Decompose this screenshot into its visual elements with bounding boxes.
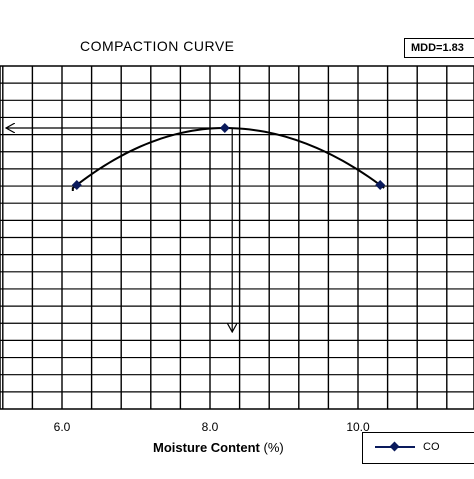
x-axis-label-text: Moisture Content: [153, 440, 260, 455]
x-tick-label: 8.0: [202, 420, 219, 434]
data-point: [71, 180, 82, 190]
series-layer: [71, 123, 386, 191]
x-axis-label-unit: (%): [263, 440, 284, 455]
chart-title: COMPACTION CURVE: [80, 38, 235, 54]
data-point: [219, 123, 230, 133]
legend: CO: [362, 432, 474, 464]
x-tick-label: 10.0: [346, 420, 370, 434]
mdd-label-box: MDD=1.83: [404, 38, 474, 58]
tick-labels: 6.0 8.0 10.0: [54, 420, 370, 434]
data-point: [375, 180, 386, 190]
mdd-label: MDD=1.83: [411, 42, 464, 54]
series-line: [71, 127, 385, 191]
x-axis-label: Moisture Content (%): [153, 440, 284, 455]
legend-marker-swatch: [389, 441, 400, 452]
legend-series-name: CO: [423, 441, 440, 453]
annotation-arrows: [6, 128, 232, 332]
plot-grid: [0, 65, 474, 410]
x-tick-label: 6.0: [54, 420, 71, 434]
plot-frame: [0, 65, 474, 410]
